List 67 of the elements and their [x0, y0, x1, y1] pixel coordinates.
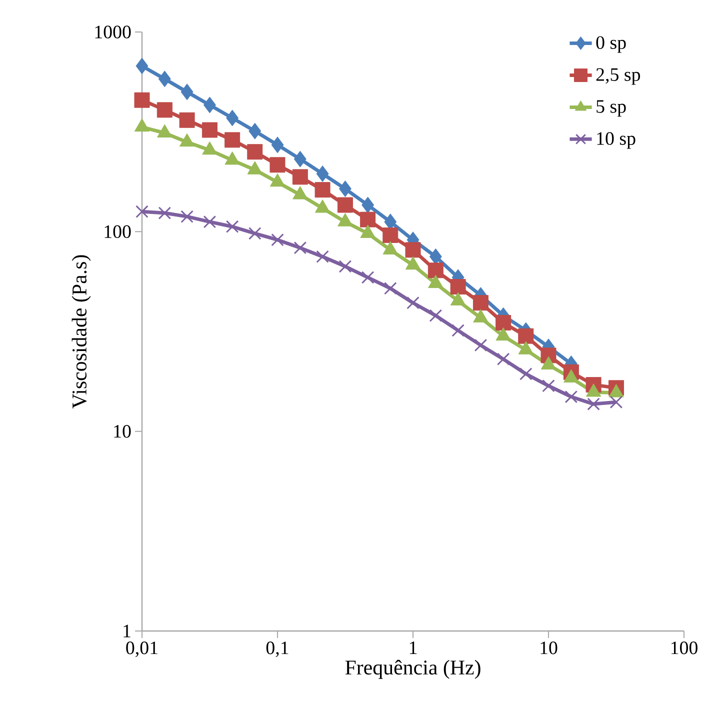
y-tick-label: 1 — [124, 624, 130, 638]
y-tick-label: 1000 — [95, 26, 131, 38]
point — [294, 241, 307, 254]
point — [248, 122, 262, 140]
point — [314, 182, 330, 198]
point — [271, 233, 284, 246]
point — [337, 197, 353, 213]
point — [158, 70, 171, 88]
x-axis-title: Frequência (Hz) — [345, 660, 480, 679]
point — [429, 248, 442, 265]
point — [542, 379, 555, 392]
point — [496, 314, 512, 330]
point — [294, 150, 306, 168]
point — [519, 367, 532, 380]
point — [518, 328, 534, 344]
y-axis-title: Viscosidade (Pa.s) — [72, 255, 91, 408]
point — [226, 110, 239, 126]
point — [248, 227, 262, 240]
point — [134, 92, 150, 108]
point — [270, 157, 286, 173]
point — [428, 262, 444, 278]
x-tick-label: 1 — [410, 641, 417, 654]
point — [452, 324, 464, 337]
point — [156, 102, 172, 118]
point — [338, 260, 352, 273]
point — [292, 169, 308, 185]
point — [179, 112, 195, 128]
point — [158, 206, 172, 220]
point — [316, 250, 329, 264]
point — [180, 210, 194, 223]
point — [180, 84, 194, 100]
x-tick-label: 0,1 — [266, 641, 288, 657]
legend-label: 0 sp — [596, 36, 626, 53]
point — [587, 398, 600, 410]
point — [203, 96, 216, 114]
point — [271, 136, 284, 154]
point — [474, 338, 488, 352]
point — [564, 390, 578, 404]
legend-label: 2,5 sp — [596, 68, 640, 85]
point — [361, 271, 374, 284]
point — [338, 180, 352, 198]
point — [202, 122, 218, 138]
point — [362, 196, 374, 214]
point — [136, 58, 148, 74]
point — [429, 309, 442, 322]
x-tick-label: 10 — [540, 641, 558, 654]
point — [136, 205, 148, 218]
point — [382, 227, 398, 243]
point — [405, 242, 421, 258]
y-tick-label: 100 — [104, 225, 131, 238]
y-tick-label: 10 — [114, 424, 131, 438]
point — [203, 215, 216, 228]
legend-label: 5 sp — [596, 100, 626, 117]
point — [316, 166, 329, 182]
legend-label: 10 sp — [597, 132, 636, 149]
point — [472, 295, 488, 311]
x-tick-label: 0,01 — [126, 641, 158, 657]
point — [226, 220, 239, 234]
point — [406, 296, 420, 310]
point — [610, 396, 623, 409]
point — [247, 144, 263, 160]
point — [496, 352, 510, 366]
point — [224, 132, 240, 148]
point — [360, 212, 376, 228]
point — [450, 278, 466, 294]
x-tick-label: 100 — [671, 641, 698, 654]
point — [384, 282, 397, 295]
